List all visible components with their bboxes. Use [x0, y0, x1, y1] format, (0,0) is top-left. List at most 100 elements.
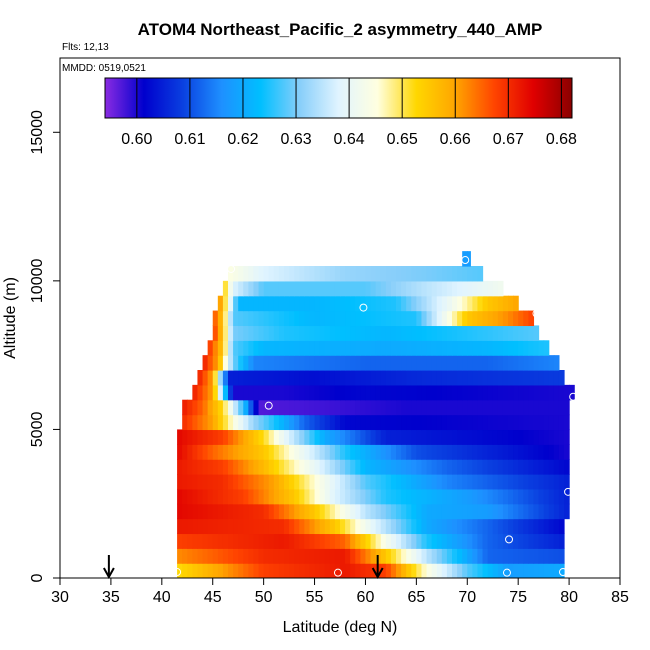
heatmap-cell [319, 414, 326, 431]
heatmap-cell [462, 355, 468, 371]
x-tick-label: 60 [357, 589, 375, 606]
heatmap-cell [355, 340, 361, 356]
heatmap-cell [355, 325, 361, 341]
heatmap-cell [340, 370, 346, 386]
heatmap-cell [411, 370, 417, 386]
heatmap-cell [406, 280, 412, 297]
heatmap-cell [324, 488, 331, 505]
heatmap-cell [533, 488, 540, 505]
heatmap-cell [233, 384, 239, 401]
heatmap-cell [273, 266, 280, 282]
heatmap-cell [569, 384, 575, 401]
heatmap-cell [446, 310, 453, 327]
heatmap-cell [452, 444, 458, 460]
heatmap-cell [492, 280, 499, 297]
heatmap-cell [329, 355, 336, 371]
heatmap-cell [268, 370, 275, 386]
heatmap-cell [324, 414, 331, 431]
heatmap-cell [202, 488, 209, 505]
heatmap-cell [360, 384, 367, 401]
heatmap-cell [222, 280, 229, 297]
heatmap-cell [406, 325, 412, 341]
heatmap-cell [436, 459, 443, 475]
heatmap-cell [309, 429, 316, 445]
heatmap-cell [309, 310, 316, 327]
heatmap-cell [324, 384, 331, 401]
heatmap-cell [462, 488, 468, 505]
heatmap-cell [340, 384, 346, 401]
heatmap-cell [289, 399, 295, 416]
heatmap-cell [558, 444, 565, 460]
heatmap-cell [396, 503, 402, 520]
heatmap-cell [212, 355, 219, 371]
heatmap-cell [497, 399, 504, 416]
heatmap-cell [365, 503, 372, 520]
heatmap-cell [426, 503, 433, 520]
heatmap-cell [319, 370, 326, 386]
heatmap-cell [462, 325, 468, 341]
heatmap-cell [212, 459, 219, 475]
heatmap-cell [192, 429, 199, 445]
heatmap-cell [207, 429, 214, 445]
heatmap-cell [497, 563, 504, 578]
heatmap-cell [273, 429, 280, 445]
heatmap-cell [411, 548, 417, 564]
heatmap-cell [222, 325, 229, 341]
heatmap-cell [508, 459, 514, 475]
heatmap-cell [243, 503, 249, 520]
heatmap-cell [513, 429, 519, 445]
heatmap-cell [284, 474, 290, 490]
heatmap-cell [497, 280, 504, 297]
heatmap-cell [528, 310, 535, 327]
heatmap-cell [212, 325, 219, 341]
heatmap-cell [197, 548, 204, 564]
heatmap-cell [421, 340, 428, 356]
heatmap-cell [457, 325, 463, 341]
heatmap-cell [304, 384, 311, 401]
sample-marker [558, 568, 567, 577]
heatmap-cell [217, 295, 224, 312]
heatmap-cell [492, 340, 499, 356]
heatmap-cell [278, 325, 285, 341]
heatmap-cell [370, 399, 377, 416]
heatmap-cell [558, 459, 565, 475]
heatmap-cell [182, 414, 188, 431]
heatmap-cell [411, 533, 417, 549]
heatmap-cell [268, 444, 275, 460]
heatmap-cell [411, 295, 417, 312]
heatmap-cell [380, 429, 387, 445]
heatmap-cell [370, 370, 377, 386]
heatmap-cell [421, 310, 428, 327]
heatmap-cell [304, 488, 311, 505]
heatmap-cell [477, 548, 484, 564]
heatmap-cell [202, 429, 209, 445]
heatmap-cell [345, 429, 351, 445]
heatmap-cell [416, 444, 423, 460]
heatmap-cell [492, 399, 499, 416]
heatmap-cell [477, 533, 484, 549]
heatmap-cell [446, 325, 453, 341]
heatmap-cell [416, 548, 423, 564]
heatmap-cell [385, 518, 392, 535]
heatmap-cell [329, 503, 336, 520]
heatmap-cell [508, 503, 514, 520]
heatmap-cell [411, 399, 417, 416]
heatmap-cell [401, 429, 407, 445]
y-tick-label: 0 [29, 573, 46, 582]
heatmap-cell [187, 548, 193, 564]
heatmap-cell [192, 384, 199, 401]
heatmap-cell [355, 459, 361, 475]
heatmap-cell [233, 444, 239, 460]
heatmap-cell [258, 370, 265, 386]
heatmap-cell [365, 266, 372, 282]
heatmap-cell [268, 429, 275, 445]
sample-marker [564, 487, 573, 496]
heatmap-cell [416, 295, 423, 312]
heatmap-cell [487, 533, 494, 549]
heatmap-cell [411, 355, 417, 371]
heatmap-cell [314, 488, 321, 505]
heatmap-cell [278, 444, 285, 460]
heatmap-cell [299, 474, 305, 490]
heatmap-cell [217, 355, 224, 371]
heatmap-cell [513, 474, 519, 490]
